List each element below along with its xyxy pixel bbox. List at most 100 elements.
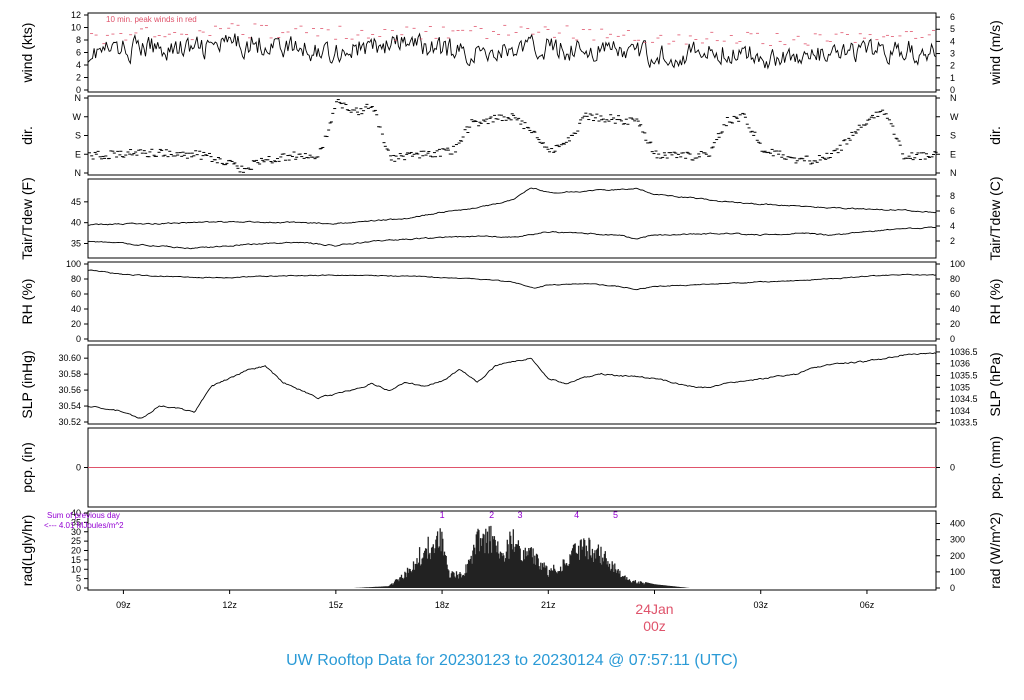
radiation-marker-5: 5 <box>613 510 618 520</box>
panel-frame <box>87 178 937 259</box>
y-tick-label-right: 1034.5 <box>950 394 978 404</box>
y-tick-label: 25 <box>71 536 81 546</box>
y-tick-label: 80 <box>71 274 81 284</box>
x-date-label: 24Jan <box>635 601 673 617</box>
y-tick-label: 5 <box>76 574 81 584</box>
y-tick-label-right: 1035 <box>950 382 970 392</box>
panel-rad: 05101520253035400100200300400rad(Lgly/hr… <box>19 508 1003 593</box>
y-tick-label-right: 1035.5 <box>950 370 978 380</box>
y-tick-label-right: 0 <box>950 583 955 593</box>
y-tick-label: 35 <box>71 239 81 249</box>
y-tick-label: 0 <box>76 334 81 344</box>
y-tick-label-right: 2 <box>950 61 955 71</box>
y-axis-label-right: SLP (hPa) <box>987 352 1003 416</box>
y-tick-label-right: 60 <box>950 289 960 299</box>
y-tick-label: S <box>75 131 81 141</box>
y-tick-label: 30 <box>71 527 81 537</box>
y-tick-label-right: 200 <box>950 551 965 561</box>
y-tick-label: 20 <box>71 319 81 329</box>
y-tick-label: 6 <box>76 48 81 58</box>
x-tick-label: 15z <box>329 600 344 610</box>
temp-series-Tair <box>87 187 937 226</box>
y-tick-label: N <box>75 93 82 103</box>
y-axis-label: rad(Lgly/hr) <box>19 515 35 587</box>
radiation-sum-value: <--- 4.01 MJoules/m^2 <box>44 521 124 530</box>
y-tick-label: 2 <box>76 73 81 83</box>
y-tick-label-right: 300 <box>950 535 965 545</box>
y-tick-label-right: 40 <box>950 304 960 314</box>
y-tick-label: N <box>75 168 82 178</box>
y-tick-label: 30.58 <box>58 369 81 379</box>
x-tick-label: 12z <box>222 600 237 610</box>
y-tick-label-right: 3 <box>950 49 955 59</box>
x-tick-label: 03z <box>753 600 768 610</box>
y-tick-label-right: 4 <box>950 36 955 46</box>
y-tick-label-right: 1036 <box>950 359 970 369</box>
y-tick-label-right: 1036.5 <box>950 347 978 357</box>
y-tick-label-right: 0 <box>950 463 955 473</box>
y-tick-label: 10 <box>71 23 81 33</box>
y-tick-label: 30.54 <box>58 401 81 411</box>
slp-series-SLP <box>87 352 937 419</box>
y-tick-label: 0 <box>76 463 81 473</box>
y-tick-label-right: 1033.5 <box>950 418 978 428</box>
y-axis-label-right: Tair/Tdew (C) <box>987 176 1003 260</box>
y-tick-label: 15 <box>71 555 81 565</box>
radiation-sum-label: Sum of previous day <box>47 511 120 520</box>
y-tick-label-right: 4 <box>950 221 955 231</box>
y-tick-label-right: N <box>950 93 957 103</box>
y-tick-label: E <box>75 149 81 159</box>
y-tick-label: 40 <box>71 218 81 228</box>
x-tick-label: 06z <box>860 600 875 610</box>
y-tick-label-right: 0 <box>950 334 955 344</box>
radiation-marker-3: 3 <box>517 510 522 520</box>
wind-series-line <box>87 32 937 70</box>
y-tick-label: W <box>73 112 82 122</box>
panel-pcp: 0 0 pcp. (in) pcp. (mm) <box>19 427 1003 508</box>
y-tick-label-right: 20 <box>950 319 960 329</box>
y-tick-label: 45 <box>71 197 81 207</box>
y-tick-label-right: 80 <box>950 274 960 284</box>
y-tick-label: 35 <box>71 517 81 527</box>
y-axis-label: dir. <box>19 126 35 145</box>
y-tick-label: 30.60 <box>58 353 81 363</box>
y-tick-label: 8 <box>76 35 81 45</box>
x-date-sublabel: 00z <box>643 618 666 634</box>
y-axis-label-right: dir. <box>987 126 1003 145</box>
panel-frame <box>87 344 937 425</box>
x-tick-label: 18z <box>435 600 450 610</box>
y-axis-label: pcp. (in) <box>19 442 35 493</box>
y-tick-label: 4 <box>76 60 81 70</box>
radiation-marker-4: 4 <box>574 510 579 520</box>
y-tick-label: 20 <box>71 546 81 556</box>
panel-frame <box>87 261 937 342</box>
y-axis-label: Tair/Tdew (F) <box>19 177 35 259</box>
y-tick-label-right: 0 <box>950 85 955 95</box>
wind-annotation: 10 min. peak winds in red <box>106 15 197 24</box>
figure-title: UW Rooftop Data for 20230123 to 20230124… <box>286 652 738 669</box>
y-tick-label: 40 <box>71 508 81 518</box>
y-tick-label-right: N <box>950 168 957 178</box>
x-tick-label: 09z <box>116 600 131 610</box>
panel-slp: 30.52 30.54 30.56 30.58 30.60 1033.5 1034 1034.… <box>19 344 1003 428</box>
y-tick-label-right: 400 <box>950 519 965 529</box>
radiation-marker-1: 1 <box>440 510 445 520</box>
y-axis-label-right: RH (%) <box>987 279 1003 325</box>
panel-rh: 0 20 40 60 80 100 0 20 40 60 80 100 RH (%) RH (%) <box>19 259 1003 344</box>
y-tick-label-right: 100 <box>950 259 965 269</box>
y-axis-label-right: rad (W/m^2) <box>987 512 1003 589</box>
panel-frame <box>87 95 937 176</box>
temp-series-Tdew <box>87 226 937 250</box>
radiation-bars <box>354 525 690 588</box>
y-tick-label: 60 <box>71 289 81 299</box>
y-tick-label-right: S <box>950 131 956 141</box>
y-tick-label: 40 <box>71 304 81 314</box>
y-tick-label: 0 <box>76 85 81 95</box>
y-tick-label-right: 2 <box>950 236 955 246</box>
y-tick-label-right: 8 <box>950 191 955 201</box>
y-tick-label: 30.52 <box>58 417 81 427</box>
